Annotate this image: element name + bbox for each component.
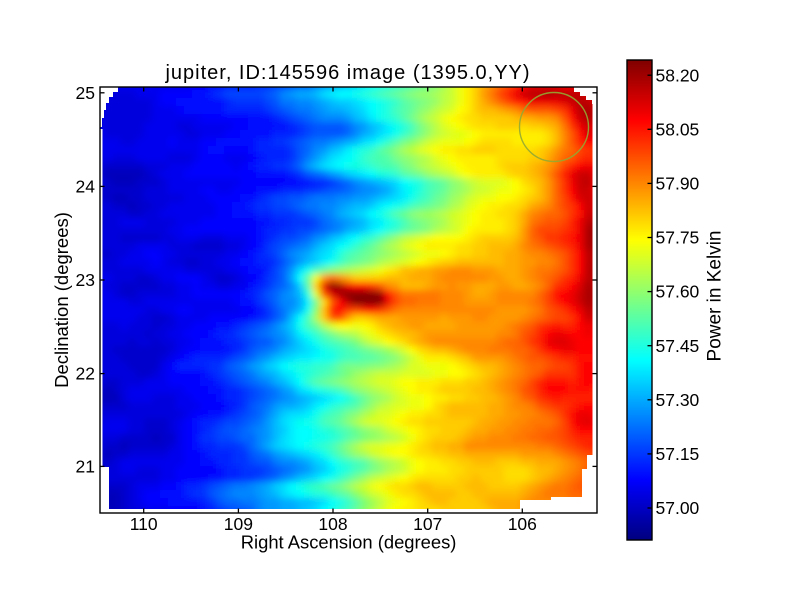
svg-text:57.75: 57.75 bbox=[656, 228, 700, 248]
svg-text:109: 109 bbox=[224, 514, 253, 534]
svg-text:22: 22 bbox=[76, 364, 95, 384]
svg-text:jupiter, ID:145596 image (1395: jupiter, ID:145596 image (1395.0,YY) bbox=[164, 62, 530, 84]
svg-text:57.90: 57.90 bbox=[656, 174, 700, 194]
svg-text:58.20: 58.20 bbox=[656, 65, 700, 85]
svg-text:57.00: 57.00 bbox=[656, 498, 700, 518]
svg-text:110: 110 bbox=[130, 514, 158, 534]
svg-text:58.05: 58.05 bbox=[656, 119, 700, 139]
svg-text:21: 21 bbox=[76, 457, 95, 477]
svg-text:23: 23 bbox=[76, 270, 95, 290]
svg-text:108: 108 bbox=[318, 514, 347, 534]
svg-text:106: 106 bbox=[508, 514, 537, 534]
svg-text:57.60: 57.60 bbox=[656, 282, 700, 302]
svg-text:57.45: 57.45 bbox=[656, 336, 700, 356]
svg-text:25: 25 bbox=[76, 83, 95, 103]
svg-text:Declination (degrees): Declination (degrees) bbox=[51, 212, 72, 388]
svg-text:24: 24 bbox=[76, 177, 96, 197]
svg-text:Right Ascension (degrees): Right Ascension (degrees) bbox=[241, 532, 457, 553]
svg-text:57.30: 57.30 bbox=[656, 390, 700, 410]
svg-text:57.15: 57.15 bbox=[656, 444, 700, 464]
svg-text:107: 107 bbox=[413, 514, 442, 534]
svg-text:Power in Kelvin: Power in Kelvin bbox=[705, 231, 726, 362]
